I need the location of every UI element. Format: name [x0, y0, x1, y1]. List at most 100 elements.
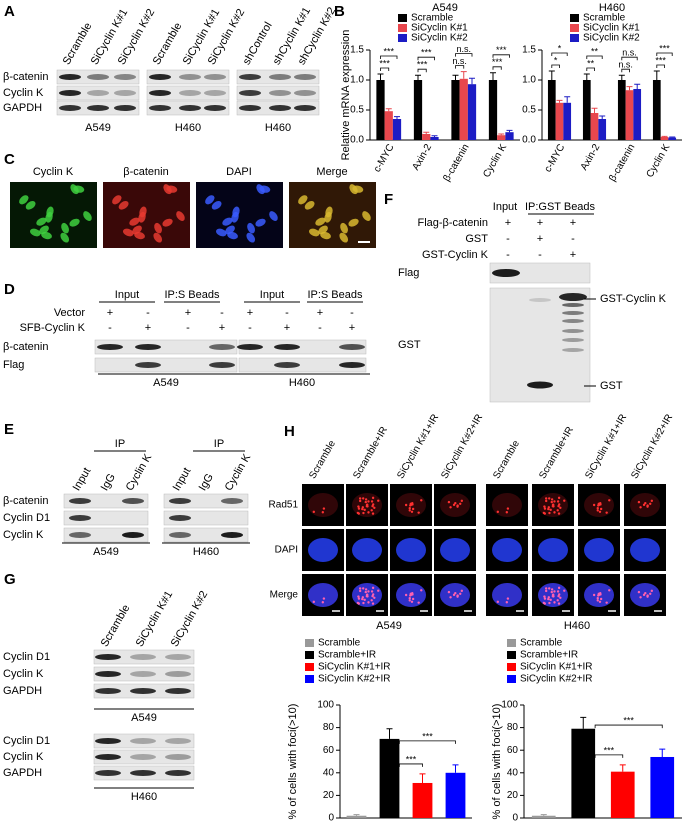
error-bar: [385, 108, 392, 112]
x-tick-label: Axin-2: [579, 142, 603, 172]
lane-label: IgG: [99, 472, 118, 493]
focus: [363, 598, 366, 602]
focus: [367, 511, 370, 514]
focus: [321, 511, 325, 514]
band: [294, 105, 316, 111]
band: [59, 105, 81, 111]
nucleus: [492, 583, 522, 607]
legend-swatch: [305, 651, 314, 659]
focus: [408, 506, 411, 510]
focus: [558, 503, 561, 506]
column-label: SiCyclin K#2+IR: [439, 413, 485, 481]
focus: [364, 588, 368, 591]
focus: [559, 506, 562, 510]
row-label: GAPDH: [3, 102, 42, 114]
legend-label: SiCyclin K#2+IR: [520, 674, 593, 685]
focus: [362, 511, 365, 515]
bar: [571, 728, 596, 818]
error-bar: [490, 72, 496, 80]
significance-label: ***: [422, 731, 433, 741]
legend-swatch: [305, 675, 314, 683]
legend-label: SiCyclin K#2: [411, 33, 468, 44]
y-tick-label: 1.5: [350, 45, 364, 56]
nucleus: [122, 228, 134, 237]
x-tick-label: c-MYC: [543, 142, 568, 174]
band: [209, 344, 235, 350]
legend-swatch: [507, 651, 516, 659]
focus: [608, 589, 611, 592]
y-tick-label: 40: [323, 767, 335, 778]
nucleus: [222, 217, 233, 226]
significance-label: ***: [421, 48, 432, 58]
focus: [357, 597, 361, 600]
band: [179, 74, 201, 80]
nucleus: [308, 228, 320, 237]
error-bar: [419, 773, 426, 783]
focus: [358, 589, 362, 593]
band: [130, 738, 156, 744]
band: [204, 105, 226, 111]
significance-label: **: [587, 58, 595, 68]
significance-bracket: [594, 724, 663, 729]
group-label: H460: [131, 791, 157, 803]
band: [562, 329, 584, 333]
band: [339, 344, 365, 350]
nucleus: [440, 538, 470, 562]
significance-label: ***: [406, 754, 417, 764]
nucleus: [324, 211, 332, 223]
legend-label: Scramble+IR: [318, 650, 376, 661]
focus: [563, 589, 566, 592]
band: [114, 74, 136, 80]
ip-label: IP: [214, 438, 224, 450]
band: [135, 362, 161, 368]
legend-label: SiCyclin K#2+IR: [318, 674, 391, 685]
band: [221, 532, 243, 538]
focus: [322, 507, 326, 510]
nucleus: [538, 538, 568, 562]
focus: [367, 500, 370, 503]
bar: [346, 815, 367, 818]
header: Input: [493, 201, 517, 213]
bar: [488, 80, 498, 140]
focus: [505, 511, 509, 514]
significance-bracket: [399, 763, 423, 767]
band: [87, 74, 109, 80]
nucleus: [73, 185, 85, 193]
band: [239, 105, 261, 111]
sign: +: [349, 322, 355, 334]
band: [130, 688, 156, 694]
focus: [550, 590, 553, 594]
sign: +: [570, 249, 576, 261]
significance-label: *: [558, 43, 562, 53]
bar: [392, 119, 402, 140]
sign: +: [247, 307, 253, 319]
bar: [563, 102, 572, 140]
focus: [459, 592, 462, 595]
row-label: DAPI: [275, 545, 298, 556]
bar: [547, 80, 556, 140]
legend-label: SiCyclin K#1: [583, 23, 640, 34]
y-tick-label: 0: [328, 813, 334, 824]
focus: [373, 506, 376, 510]
focus: [549, 598, 552, 602]
error-bar: [506, 129, 513, 133]
header: IP:S Beads: [164, 289, 220, 301]
legend-label: Scramble: [411, 13, 454, 24]
condition-label: GST: [465, 233, 488, 245]
focus: [547, 597, 550, 601]
focus: [411, 592, 414, 595]
group-label: H460: [289, 377, 315, 389]
row-label: β-catenin: [3, 495, 48, 507]
y-tick-label: 0: [512, 813, 518, 824]
focus: [408, 599, 411, 602]
y-axis-label: % of cells with foci(>10): [491, 704, 503, 820]
focus: [506, 597, 510, 600]
significance-bracket: [621, 56, 638, 61]
lane-label: Cyclin K: [124, 451, 155, 493]
micrograph: [10, 182, 97, 248]
focus: [366, 595, 369, 598]
bar: [650, 756, 675, 818]
focus: [420, 589, 423, 592]
error-bar: [452, 764, 459, 773]
